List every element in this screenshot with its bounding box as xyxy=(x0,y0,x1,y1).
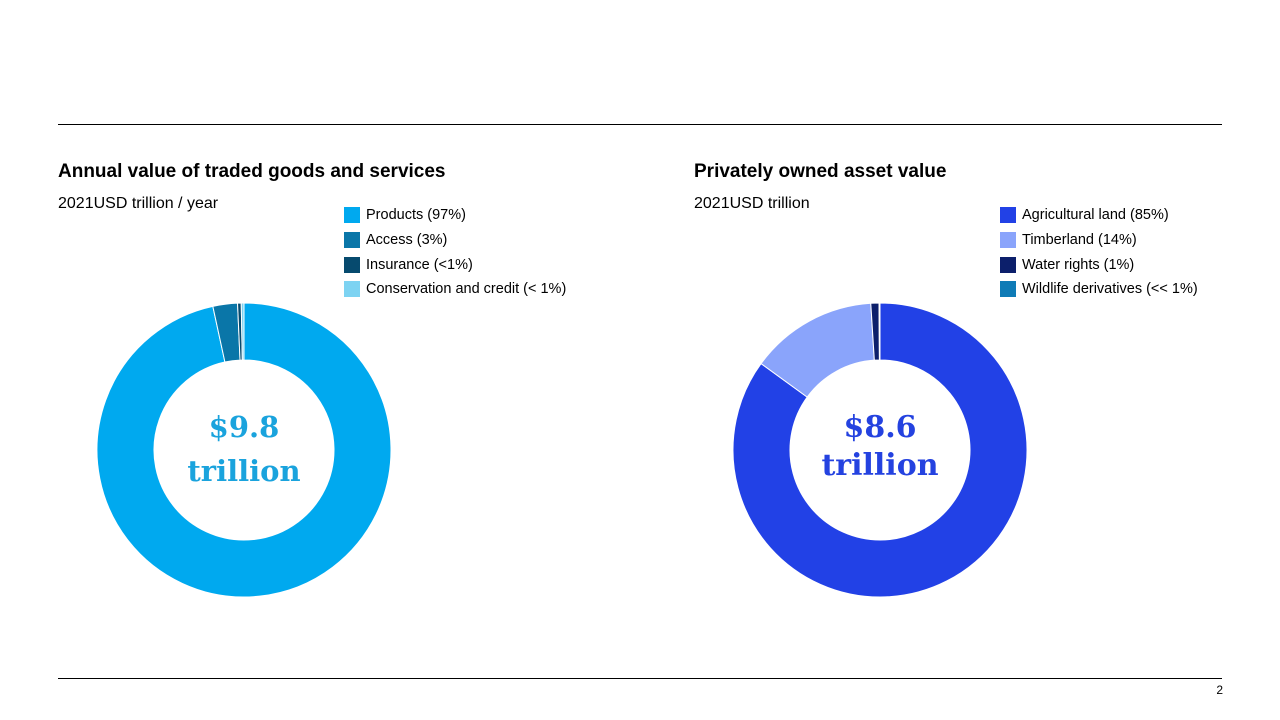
donut-chart xyxy=(96,302,392,598)
legend-swatch xyxy=(344,281,360,298)
donut-center-label: $8.6 trillion xyxy=(790,409,970,485)
legend-swatch xyxy=(1000,207,1016,224)
legend-swatch xyxy=(1000,281,1016,298)
chart-subtitle: 2021USD trillion / year xyxy=(58,195,219,212)
legend-swatch xyxy=(1000,232,1016,249)
legend-swatch xyxy=(1000,256,1016,273)
chart-subtitle: 2021USD trillion xyxy=(694,195,810,212)
donut-slice xyxy=(732,302,1028,598)
center-value: $9.8 xyxy=(208,410,280,444)
chart-legend: Products (97%) Access (3%) Insurance (<1%)… xyxy=(344,203,566,302)
chart-panel-traded-goods: Annual value of traded goods and service… xyxy=(58,0,658,720)
legend-label: Timberland (14%) xyxy=(1022,232,1137,249)
legend-label: Agricultural land (85%) xyxy=(1022,207,1169,224)
legend-label: Insurance (<1%) xyxy=(366,256,473,273)
legend-label: Wildlife derivatives (<< 1%) xyxy=(1022,281,1198,298)
legend-swatch xyxy=(344,256,360,273)
legend-label: Access (3%) xyxy=(366,232,448,249)
chart-panel-asset-value: Privately owned asset value 2021USD tril… xyxy=(694,0,1234,720)
center-unit: trillion xyxy=(187,454,301,488)
donut-chart xyxy=(732,302,1028,598)
legend-swatch xyxy=(344,232,360,249)
legend-label: Conservation and credit (< 1%) xyxy=(366,281,567,298)
legend-item: Agricultural land (85%) xyxy=(1000,203,1198,228)
legend-item: Wildlife derivatives (<< 1%) xyxy=(1000,277,1198,302)
donut-slice xyxy=(96,302,392,598)
donut-slice xyxy=(878,302,881,361)
donut-center-label: $9.8 trillion xyxy=(154,405,334,493)
page-number: 2 xyxy=(1216,683,1223,697)
bottom-divider xyxy=(58,678,1222,679)
legend-swatch xyxy=(344,207,360,224)
legend-label: Water rights (1%) xyxy=(1022,256,1135,273)
legend-item: Access (3%) xyxy=(344,228,566,253)
donut-slice xyxy=(240,302,245,361)
center-value: $8.6 xyxy=(843,410,917,445)
center-unit: trillion xyxy=(821,448,939,483)
legend-item: Conservation and credit (< 1%) xyxy=(344,277,566,302)
chart-title: Privately owned asset value xyxy=(694,161,947,182)
chart-title: Annual value of traded goods and service… xyxy=(58,161,446,182)
legend-item: Water rights (1%) xyxy=(1000,252,1198,277)
legend-label: Products (97%) xyxy=(366,207,466,224)
top-divider xyxy=(58,124,1222,125)
legend-item: Products (97%) xyxy=(344,203,566,228)
chart-legend: Agricultural land (85%) Timberland (14%) W… xyxy=(1000,203,1198,302)
legend-item: Insurance (<1%) xyxy=(344,252,566,277)
legend-item: Timberland (14%) xyxy=(1000,228,1198,253)
